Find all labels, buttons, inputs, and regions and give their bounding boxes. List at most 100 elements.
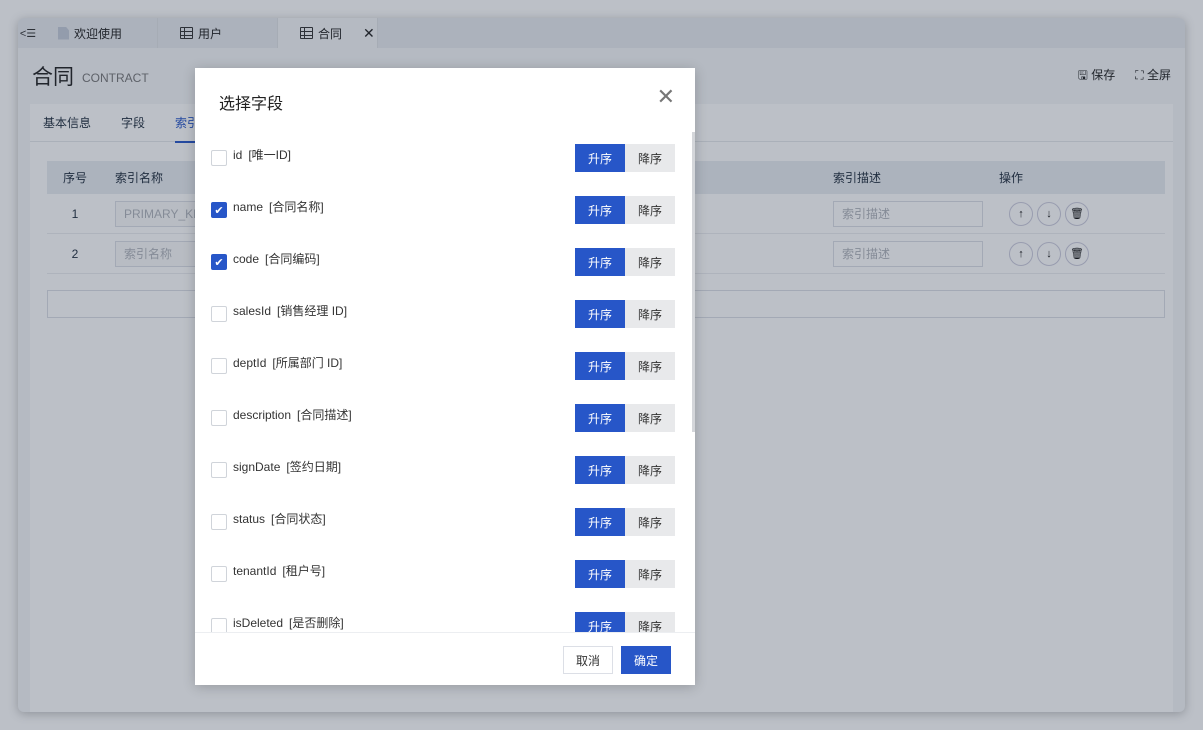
field-name: signDate [签约日期]: [233, 458, 341, 475]
tab-label: 欢迎使用: [74, 26, 123, 41]
asc-button[interactable]: 升序: [575, 508, 625, 536]
field-label: [合同描述]: [297, 407, 352, 422]
fullscreen-label: 全屏: [1146, 67, 1171, 82]
field-row: deptId [所属部门 ID] 升序 降序: [211, 352, 675, 380]
col-header: 序号: [62, 171, 87, 185]
field-checkbox[interactable]: [211, 306, 227, 322]
tab-label: 合同: [318, 26, 343, 41]
desc-button[interactable]: 降序: [625, 248, 675, 276]
tab-welcome[interactable]: 欢迎使用: [38, 18, 158, 48]
field-key: signDate: [233, 459, 281, 474]
select-fields-dialog: 选择字段 ✕ id [唯一ID] 升序 降序 ✔ name [合同名称] 升序 降序 ✔ c…: [195, 68, 695, 685]
save-button[interactable]: 🖫 保存: [1078, 66, 1116, 87]
field-row: signDate [签约日期] 升序 降序: [211, 456, 675, 484]
asc-button[interactable]: 升序: [575, 352, 625, 380]
field-checkbox[interactable]: [211, 358, 227, 374]
page-title: 合同: [32, 66, 74, 89]
field-label: [租户号]: [282, 563, 326, 578]
cancel-button[interactable]: 取消: [563, 646, 613, 674]
document-icon: [58, 26, 69, 40]
field-row: isDeleted [是否删除] 升序 降序: [211, 612, 675, 632]
index-desc-input[interactable]: 索引描述: [833, 200, 983, 227]
field-key: salesId: [233, 303, 272, 318]
delete-icon[interactable]: 🗑: [1065, 241, 1089, 266]
field-checkbox[interactable]: [211, 150, 227, 166]
field-checkbox[interactable]: ✔: [211, 202, 227, 218]
delete-icon[interactable]: 🗑: [1065, 201, 1089, 226]
desc-button[interactable]: 降序: [625, 560, 675, 588]
collapse-menu-icon[interactable]: <☰: [19, 27, 37, 40]
scrollbar[interactable]: [692, 132, 695, 432]
move-up-icon[interactable]: ↑: [1009, 241, 1033, 266]
close-tab-icon[interactable]: ✕: [363, 24, 375, 41]
desc-button[interactable]: 降序: [625, 456, 675, 484]
field-key: tenantId: [233, 563, 277, 578]
move-up-icon[interactable]: ↑: [1009, 201, 1033, 226]
col-header: 操作: [999, 171, 1024, 185]
confirm-button[interactable]: 确定: [621, 646, 671, 674]
save-icon: 🖫: [1077, 67, 1088, 82]
field-checkbox[interactable]: [211, 566, 227, 582]
field-key: name: [233, 199, 264, 214]
field-list: id [唯一ID] 升序 降序 ✔ name [合同名称] 升序 降序 ✔ code [合同编…: [195, 130, 695, 632]
asc-button[interactable]: 升序: [575, 248, 625, 276]
desc-button[interactable]: 降序: [625, 144, 675, 172]
field-row: ✔ name [合同名称] 升序 降序: [211, 196, 675, 224]
field-name: name [合同名称]: [233, 198, 324, 215]
subtab-basic[interactable]: 基本信息: [43, 115, 92, 130]
field-label: [销售经理 ID]: [277, 303, 348, 318]
tab-contract[interactable]: 合同 ✕: [278, 18, 378, 48]
field-row: status [合同状态] 升序 降序: [211, 508, 675, 536]
asc-button[interactable]: 升序: [575, 300, 625, 328]
field-checkbox[interactable]: [211, 462, 227, 478]
subtab-fields[interactable]: 字段: [121, 115, 146, 130]
field-name: tenantId [租户号]: [233, 562, 325, 579]
index-desc-input[interactable]: 索引描述: [833, 240, 983, 267]
field-key: isDeleted: [233, 615, 284, 630]
field-label: [唯一ID]: [248, 147, 292, 162]
field-label: [合同名称]: [269, 199, 324, 214]
field-name: code [合同编码]: [233, 250, 320, 267]
asc-button[interactable]: 升序: [575, 144, 625, 172]
desc-button[interactable]: 降序: [625, 612, 675, 632]
asc-button[interactable]: 升序: [575, 196, 625, 224]
asc-button[interactable]: 升序: [575, 456, 625, 484]
asc-button[interactable]: 升序: [575, 612, 625, 632]
desc-button[interactable]: 降序: [625, 508, 675, 536]
save-label: 保存: [1091, 67, 1116, 82]
field-label: [签约日期]: [286, 459, 342, 474]
field-checkbox[interactable]: ✔: [211, 254, 227, 270]
desc-button[interactable]: 降序: [625, 404, 675, 432]
field-key: description: [233, 407, 292, 422]
subtab-index[interactable]: 索引: [175, 104, 200, 143]
field-checkbox[interactable]: [211, 514, 227, 530]
field-name: isDeleted [是否删除]: [233, 614, 344, 631]
tab-user[interactable]: 用户: [158, 18, 278, 48]
close-icon[interactable]: ✕: [656, 84, 675, 109]
field-key: id: [233, 147, 243, 162]
field-label: [是否删除]: [289, 615, 344, 630]
field-key: code: [233, 251, 260, 266]
field-row: tenantId [租户号] 升序 降序: [211, 560, 675, 588]
field-label: [所属部门 ID]: [272, 355, 343, 370]
field-checkbox[interactable]: [211, 410, 227, 426]
field-name: deptId [所属部门 ID]: [233, 354, 342, 371]
field-name: salesId [销售经理 ID]: [233, 302, 347, 319]
move-down-icon[interactable]: ↓: [1037, 241, 1061, 266]
desc-button[interactable]: 降序: [625, 196, 675, 224]
field-name: status [合同状态]: [233, 510, 326, 527]
field-name: description [合同描述]: [233, 406, 352, 423]
field-checkbox[interactable]: [211, 618, 227, 632]
desc-button[interactable]: 降序: [625, 300, 675, 328]
table-icon: [180, 27, 193, 39]
field-row: id [唯一ID] 升序 降序: [211, 144, 675, 172]
desc-button[interactable]: 降序: [625, 352, 675, 380]
asc-button[interactable]: 升序: [575, 560, 625, 588]
field-row: ✔ code [合同编码] 升序 降序: [211, 248, 675, 276]
dialog-title: 选择字段: [219, 96, 284, 113]
page-subtitle: CONTRACT: [82, 70, 149, 85]
fullscreen-button[interactable]: ⛶ 全屏: [1135, 66, 1171, 87]
asc-button[interactable]: 升序: [575, 404, 625, 432]
move-down-icon[interactable]: ↓: [1037, 201, 1061, 226]
row-number: 2: [71, 246, 79, 261]
